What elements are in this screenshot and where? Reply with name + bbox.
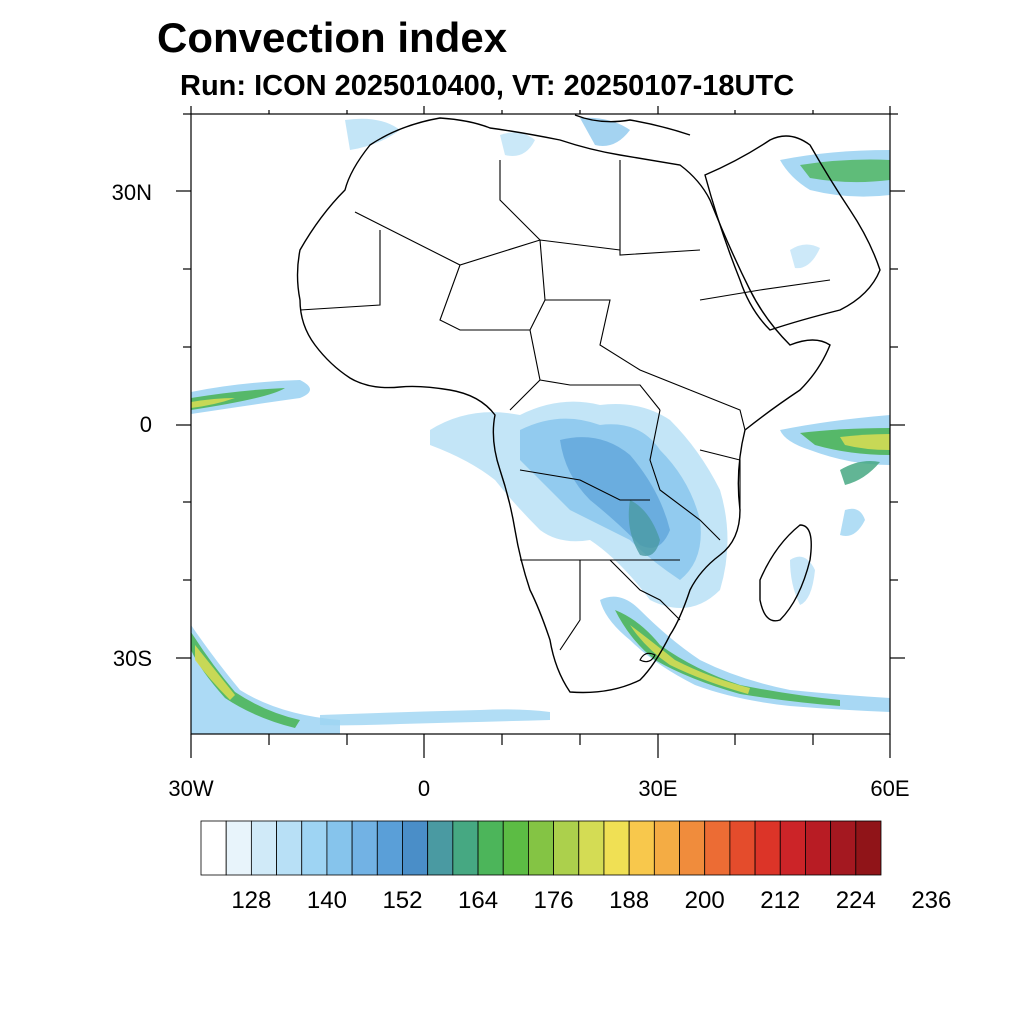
colorbar-swatch bbox=[528, 820, 555, 876]
colorbar-swatch bbox=[200, 820, 227, 876]
lat-label-30n: 30N bbox=[111, 180, 152, 205]
colorbar-swatch bbox=[452, 820, 479, 876]
colorbar-swatch bbox=[402, 820, 429, 876]
map-title: Convection index bbox=[157, 14, 508, 61]
lon-label-30w: 30W bbox=[168, 776, 214, 801]
colorbar-swatch bbox=[603, 820, 630, 876]
colorbar-tick-label: 152 bbox=[382, 887, 423, 914]
lon-label-0: 0 bbox=[417, 776, 431, 801]
colorbar-swatch bbox=[326, 820, 353, 876]
colorbar-swatch bbox=[805, 820, 832, 876]
colorbar-swatch bbox=[779, 820, 806, 876]
colorbar-swatch bbox=[628, 820, 655, 876]
colorbar-tick-label: 200 bbox=[684, 887, 725, 914]
colorbar-swatch bbox=[679, 820, 706, 876]
lat-label-0: 0 bbox=[139, 412, 152, 437]
colorbar-swatch bbox=[830, 820, 857, 876]
colorbar-tick-label: 224 bbox=[835, 887, 876, 914]
colorbar-swatch bbox=[729, 820, 756, 876]
colorbar-swatch bbox=[653, 820, 680, 876]
colorbar-swatch bbox=[351, 820, 378, 876]
colorbar-swatch bbox=[301, 820, 328, 876]
colorbar bbox=[200, 820, 882, 876]
country-borders bbox=[299, 160, 831, 663]
convection-field bbox=[191, 117, 890, 734]
colorbar-swatch bbox=[704, 820, 731, 876]
colorbar-tick-label: 236 bbox=[911, 887, 952, 914]
colorbar-swatch bbox=[754, 820, 781, 876]
colorbar-swatch bbox=[553, 820, 580, 876]
colorbar-swatch bbox=[376, 820, 403, 876]
colorbar-swatch bbox=[276, 820, 303, 876]
colorbar-swatch bbox=[477, 820, 504, 876]
colorbar-swatch bbox=[427, 820, 454, 876]
colorbar-swatch bbox=[578, 820, 605, 876]
lon-label-30e: 30E bbox=[638, 776, 678, 801]
colorbar-tick-label: 188 bbox=[609, 887, 650, 914]
colorbar-tick-label: 164 bbox=[458, 887, 499, 914]
colorbar-swatch bbox=[855, 820, 882, 876]
colorbar-swatch bbox=[250, 820, 277, 876]
lon-label-60e: 60E bbox=[870, 776, 910, 801]
lat-label-30s: 30S bbox=[112, 646, 152, 671]
plot-frame bbox=[190, 113, 891, 735]
coastlines bbox=[296, 114, 881, 694]
colorbar-tick-label: 176 bbox=[533, 887, 574, 914]
colorbar-swatch bbox=[502, 820, 529, 876]
colorbar-tick-label: 128 bbox=[231, 887, 272, 914]
colorbar-swatch bbox=[225, 820, 252, 876]
colorbar-tick-label: 212 bbox=[760, 887, 801, 914]
colorbar-tick-label: 140 bbox=[306, 887, 347, 914]
run-subtitle: Run: ICON 2025010400, VT: 20250107-18UTC bbox=[180, 70, 795, 102]
axis-ticks bbox=[176, 106, 905, 758]
